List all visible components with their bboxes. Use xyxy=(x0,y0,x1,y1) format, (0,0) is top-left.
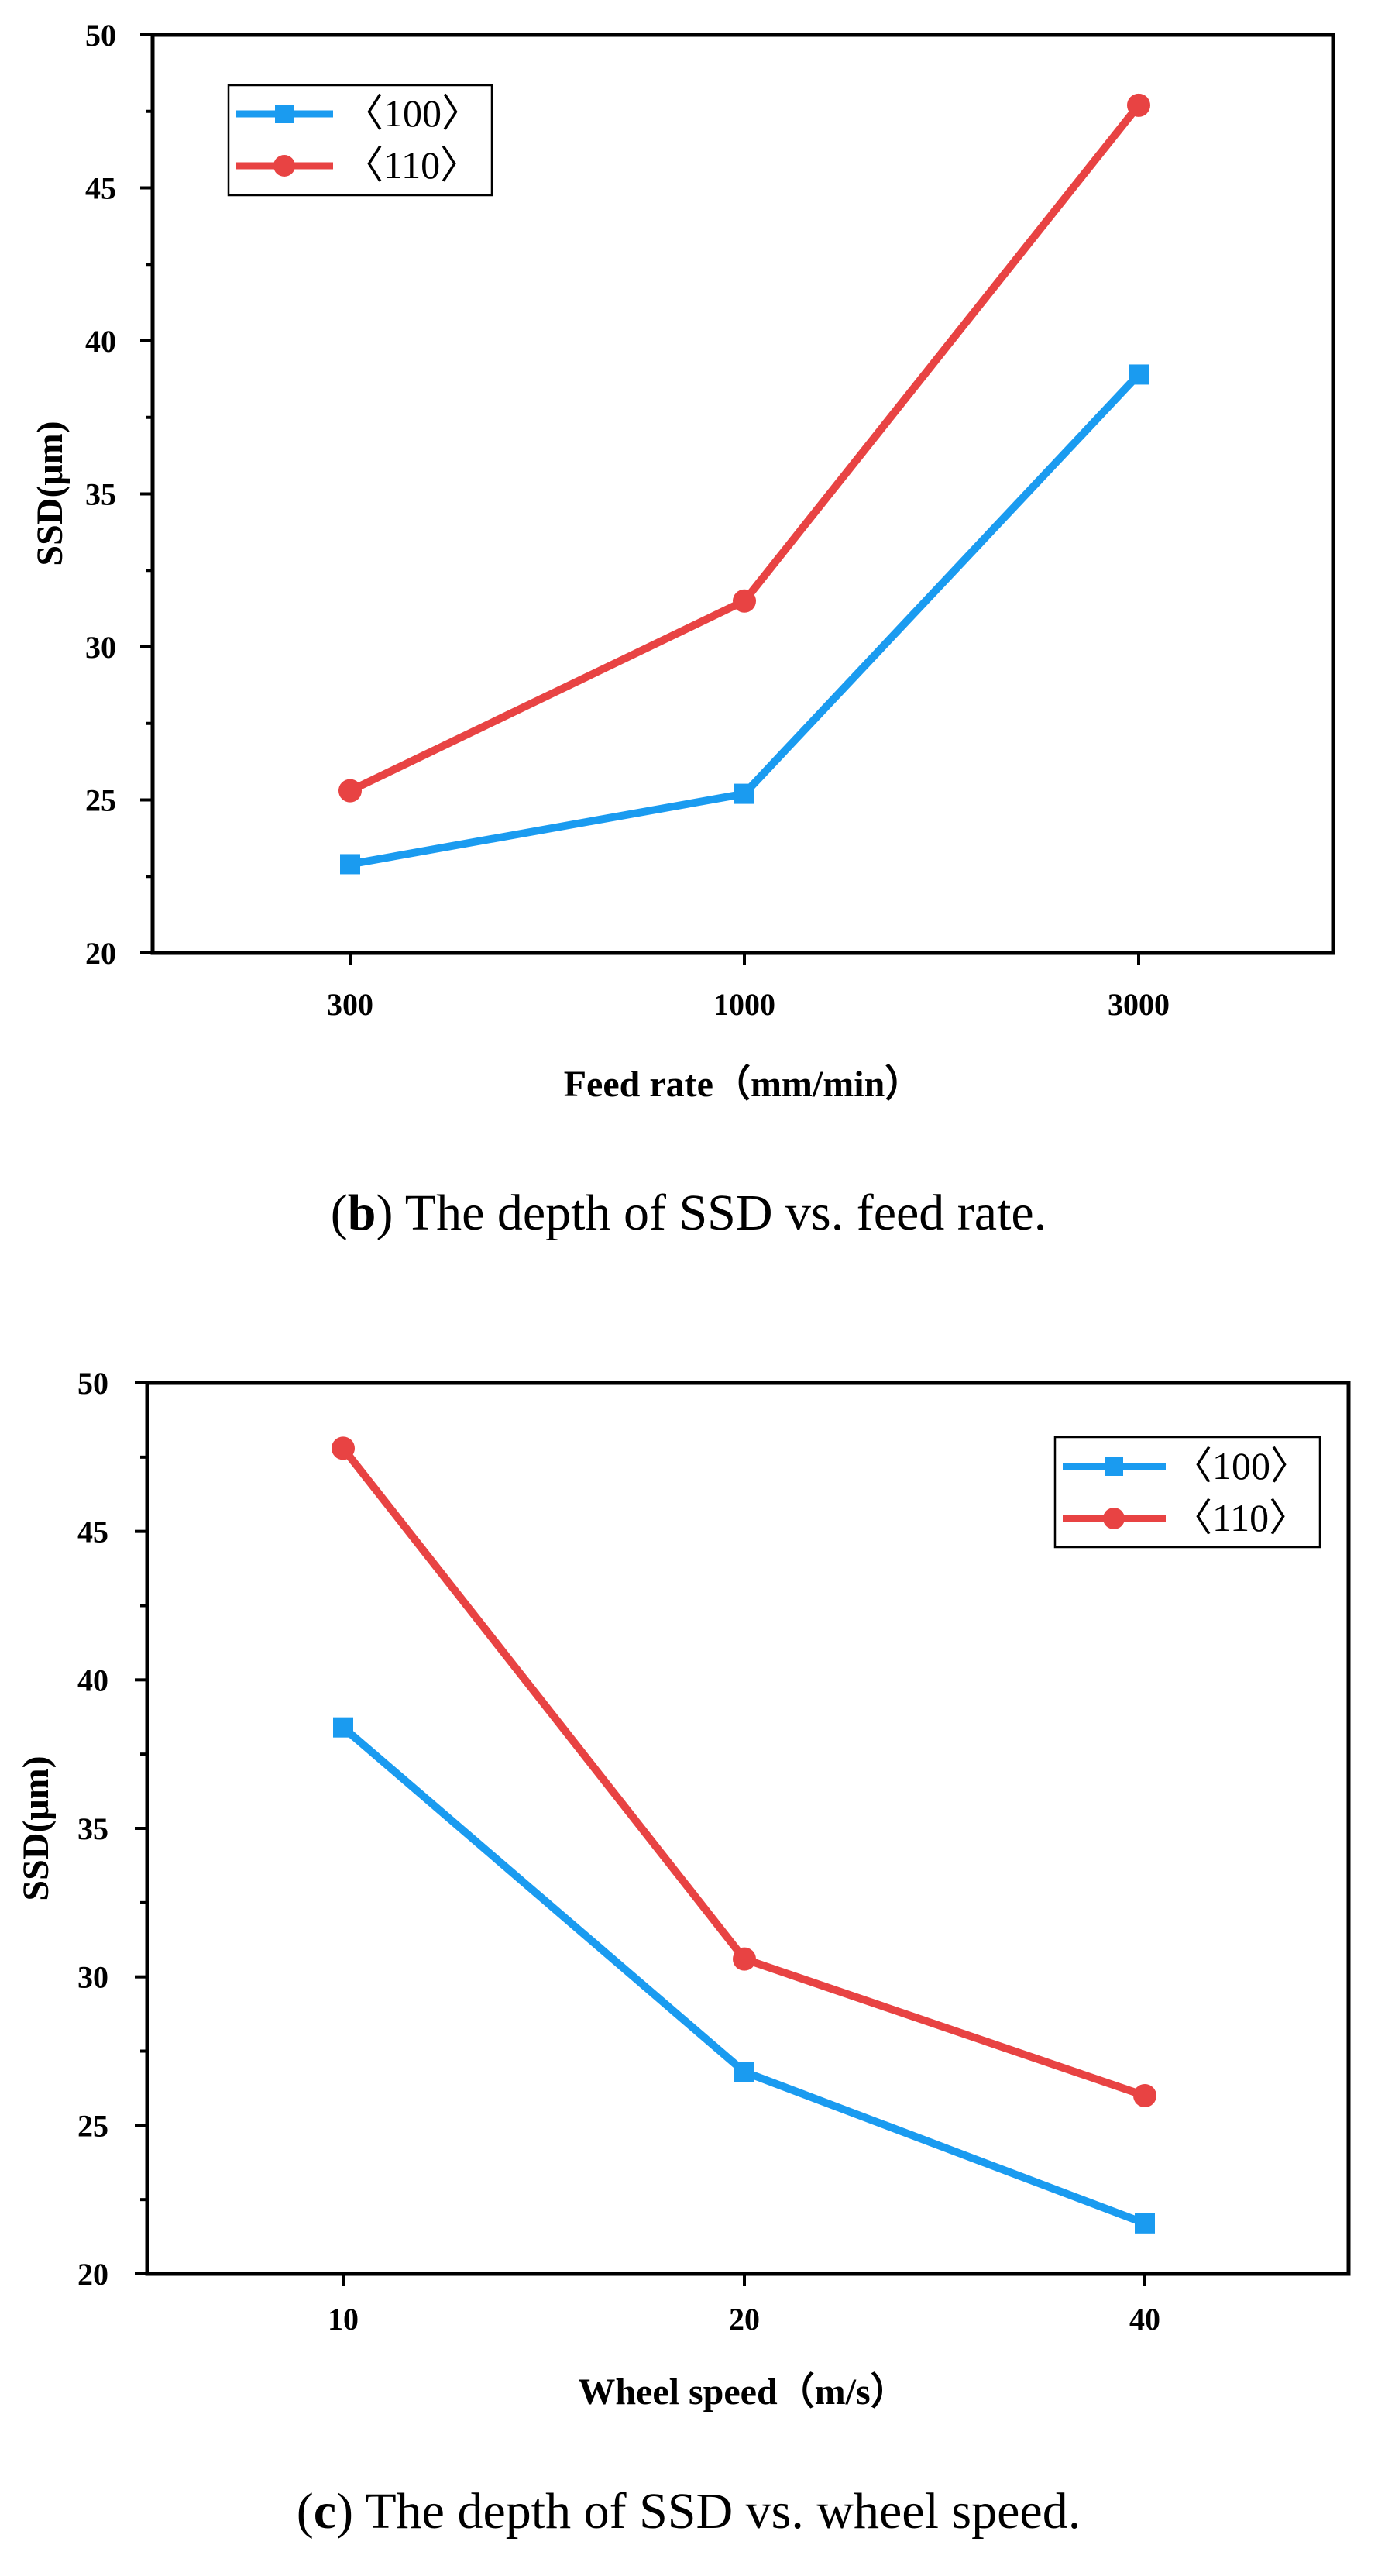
y-axis-title: SSD(μm) xyxy=(29,421,70,566)
data-point-110 xyxy=(1127,93,1150,117)
x-tick-label: 10 xyxy=(328,2302,359,2337)
series-line-100 xyxy=(340,1724,1146,2227)
data-point-110 xyxy=(733,1947,756,1971)
y-tick-label: 50 xyxy=(77,1366,108,1401)
data-point-110 xyxy=(733,589,756,613)
x-axis-title: Wheel speed（m/s） xyxy=(578,2371,907,2413)
y-tick-label: 45 xyxy=(85,171,116,206)
x-axis-title: Feed rate（mm/min） xyxy=(564,1064,923,1105)
y-tick-label: 30 xyxy=(85,630,116,665)
data-point-100 xyxy=(1135,2213,1155,2234)
caption-text: The depth of SSD vs. wheel speed. xyxy=(353,2483,1081,2540)
legend-label-110: 〈110〉 xyxy=(345,143,479,187)
x-axis: 10 20 40 xyxy=(328,2274,1160,2337)
y-tick-label: 25 xyxy=(85,783,116,818)
legend: 〈100〉 〈110〉 xyxy=(1053,1436,1321,1549)
y-tick-label: 40 xyxy=(85,324,116,359)
y-tick-label: 35 xyxy=(77,1811,108,1846)
y-tick-label: 40 xyxy=(77,1663,108,1697)
series-layer xyxy=(332,1436,1156,2234)
y-axis: 20 25 30 35 40 45 50 xyxy=(85,18,153,971)
data-point-110 xyxy=(1133,2084,1156,2107)
caption-b: (b) The depth of SSD vs. feed rate. xyxy=(331,1185,1046,1241)
y-tick-label: 30 xyxy=(77,1960,108,1995)
legend-marker-110 xyxy=(273,155,295,177)
legend-label-100: 〈100〉 xyxy=(1174,1444,1309,1487)
legend-box xyxy=(1053,1436,1321,1549)
data-point-110 xyxy=(332,1436,355,1460)
data-point-100 xyxy=(734,783,754,804)
y-tick-label: 45 xyxy=(77,1515,108,1549)
caption-letter: b xyxy=(348,1185,376,1241)
caption-c: (c) The depth of SSD vs. wheel speed. xyxy=(297,2483,1081,2540)
caption-letter: c xyxy=(314,2483,336,2540)
data-point-100 xyxy=(340,854,360,875)
data-point-100 xyxy=(734,2062,754,2082)
y-tick-label: 20 xyxy=(85,936,116,971)
legend-label-110: 〈110〉 xyxy=(1174,1496,1308,1539)
x-tick-label: 300 xyxy=(327,987,373,1022)
legend-label-100: 〈100〉 xyxy=(345,91,480,135)
data-point-100 xyxy=(333,1717,353,1738)
y-tick-label: 35 xyxy=(85,477,116,512)
legend-marker-110 xyxy=(1103,1508,1125,1529)
legend-marker-100 xyxy=(1105,1457,1123,1476)
series-layer xyxy=(338,93,1150,875)
x-tick-label: 3000 xyxy=(1108,987,1170,1022)
x-tick-label: 40 xyxy=(1129,2302,1160,2337)
y-tick-label: 50 xyxy=(85,18,116,53)
y-tick-label: 25 xyxy=(77,2108,108,2143)
data-point-110 xyxy=(338,779,362,803)
series-line-110 xyxy=(348,102,1142,795)
x-tick-label: 20 xyxy=(729,2302,760,2337)
y-axis: 20 25 30 35 40 45 50 xyxy=(77,1366,147,2292)
y-tick-label: 20 xyxy=(77,2257,108,2292)
x-tick-label: 1000 xyxy=(713,987,775,1022)
x-axis: 300 1000 3000 xyxy=(327,953,1170,1022)
y-axis-title: SSD(μm) xyxy=(15,1756,57,1900)
data-point-100 xyxy=(1129,364,1149,385)
chart-feed-rate: 20 25 30 35 40 45 50 300 1000 3000 Feed rate（mm/… xyxy=(29,18,1335,1241)
caption-text: The depth of SSD vs. feed rate. xyxy=(393,1185,1046,1241)
legend: 〈100〉 〈110〉 xyxy=(227,84,493,197)
legend-marker-100 xyxy=(275,105,294,123)
chart-wheel-speed: 20 25 30 35 40 45 50 10 20 40 Wheel speed（m/s） S… xyxy=(15,1366,1351,2540)
series-line-110 xyxy=(340,1446,1146,2100)
legend-box xyxy=(227,84,493,197)
